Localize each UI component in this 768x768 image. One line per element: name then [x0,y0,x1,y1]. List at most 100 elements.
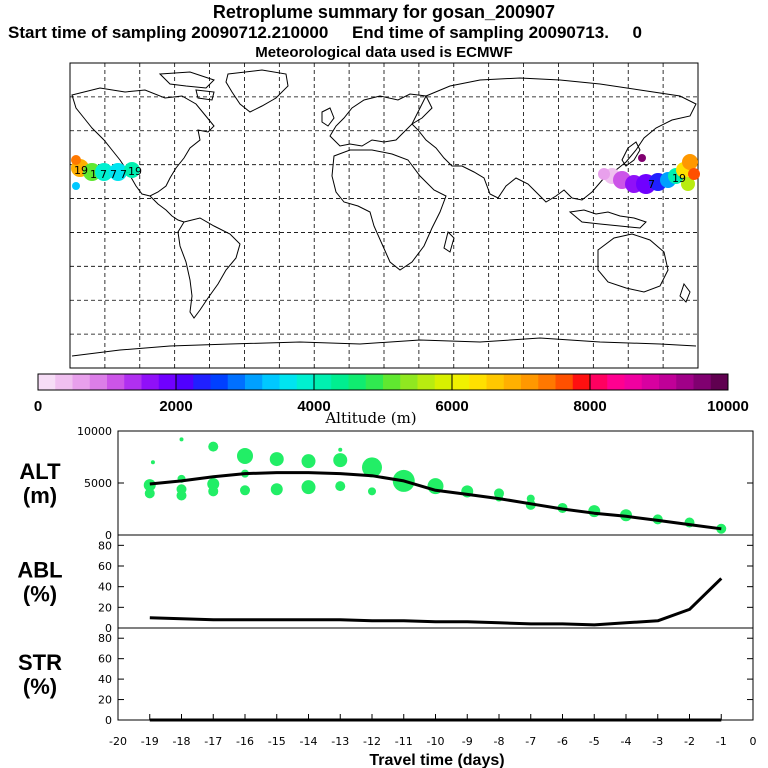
colorbar-swatch [279,374,298,390]
particle-cluster-dot [368,487,376,496]
colorbar-swatch [659,374,677,390]
colorbar-tick-label: 8000 [573,398,606,415]
colorbar-swatch [503,374,522,390]
x-tick-label: -14 [300,735,318,748]
panel-alt: 10000 5000 0 ALT(m) [19,425,754,542]
plume-label: 7 [120,168,127,181]
y-tick-label: 0 [105,529,112,542]
x-tick-label: -11 [395,735,413,748]
coast-arctic-islands [158,71,215,101]
colorbar-swatch [245,374,263,390]
coast-north-america [71,87,215,197]
panel-label: STR [18,650,62,675]
y-tick-label: 5000 [84,477,112,490]
colorbar-swatch [107,374,125,390]
y-tick-label: 40 [98,673,112,686]
plume-dot [72,182,80,190]
colorbar-label: Altitude (m) [324,409,416,427]
coast-europe [329,93,433,147]
plume-dot [682,154,698,170]
panel-frame [117,627,754,721]
colorbar-frame [37,373,729,391]
particle-cluster-dot [208,441,219,452]
plume-dot [598,168,610,180]
coast-new-zealand [679,282,691,303]
colorbar-swatch [89,374,108,390]
x-tick-label: -19 [141,735,159,748]
coast-japan [621,141,641,167]
particle-cluster-dot [269,452,284,467]
plume-dot [95,163,113,181]
colorbar-swatch [176,374,194,390]
colorbar-swatch [331,374,349,390]
colorbar-swatch [314,374,332,390]
plume-dot [71,155,81,165]
y-tick-label: 10000 [77,425,112,438]
y-tick-label: 60 [98,560,112,573]
colorbar-swatch [590,374,608,390]
plume-dot [681,177,695,191]
particle-cluster-dot [301,454,316,469]
particle-cluster-dot [150,460,155,465]
y-tick-label: 0 [105,622,112,635]
sampling-times: Start time of sampling 20090712.210000 E… [8,23,643,42]
plume-label: 19 [672,172,686,185]
colorbar-swatch [262,374,280,390]
colorbar-swatch [348,374,367,390]
particle-cluster-dot [179,437,184,442]
coastlines [71,69,697,357]
colorbar-swatch [124,374,142,390]
panel-abl: 80 60 40 20 0 ABL(%) [17,534,754,635]
particle-cluster-dot [588,505,601,518]
plume-dot [688,168,700,180]
colorbar-swatch [383,374,401,390]
x-tick-label: 0 [750,735,757,748]
colorbar-swatch [693,374,712,390]
x-tick-label: -5 [589,735,600,748]
y-tick-label: 80 [98,632,112,645]
coast-asia [411,77,697,203]
colorbar-swatch [452,374,470,390]
x-axis-label: Travel time (days) [369,752,504,768]
particle-cluster-dot [362,457,382,478]
colorbar-tick-label: 2000 [159,398,192,415]
coast-antarctica [71,337,697,357]
coast-madagascar [443,231,455,253]
map-gridlines [70,63,698,368]
plume-label: 7 [100,168,107,181]
panel-label: ALT [19,459,61,484]
colorbar-tick-label: 4000 [297,398,330,415]
particle-cluster-dot [335,481,346,492]
y-tick-label: 20 [98,601,112,614]
colorbar-swatch [227,374,246,390]
particle-cluster-dot [270,483,283,496]
particle-cluster-dot [176,490,187,501]
particle-cluster-dot [240,485,250,496]
colorbar-swatch [38,374,56,390]
colorbar-swatch [72,374,91,390]
retroplume-markers [71,154,700,194]
particle-cluster-dot [301,480,316,495]
y-tick-label: 20 [98,694,112,707]
colorbar-tick-labels: 0 2000 4000 6000 8000 10000 [34,398,749,415]
x-tick-label: -13 [331,735,349,748]
plume-label: 1 [90,168,97,181]
panel-str: 80 60 40 20 0 STR(%) [18,627,754,727]
colorbar-swatch [210,374,229,390]
colorbar-swatch [607,374,625,390]
colorbar-tick-label: 6000 [435,398,468,415]
colorbar-swatch [400,374,418,390]
x-tick-label: -12 [363,735,381,748]
x-tick-label: -8 [494,735,505,748]
x-tick-label: -18 [173,735,191,748]
y-tick-label: 40 [98,581,112,594]
series-line-alt [149,471,722,531]
coast-australia [597,233,669,293]
coast-uk [321,107,335,127]
colorbar-swatch [538,374,556,390]
colorbar-swatch [572,374,591,390]
particle-cluster-dot [338,447,343,452]
plume-dot [124,162,140,178]
x-tick-label: -20 [109,735,127,748]
